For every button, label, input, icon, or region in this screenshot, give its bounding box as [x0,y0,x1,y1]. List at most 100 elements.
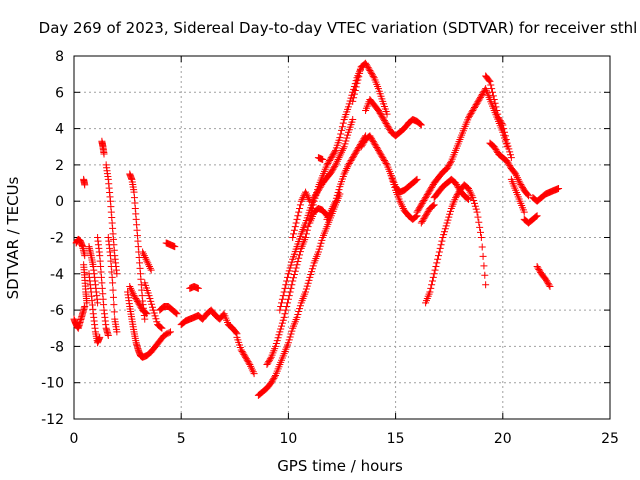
data-point [485,76,493,84]
data-point [237,346,245,354]
data-point [339,145,347,153]
data-point [420,196,428,204]
data-point [524,191,532,199]
data-point [452,192,460,200]
data-point [430,270,438,278]
data-point [238,347,246,355]
data-point [278,295,286,303]
data-point [542,275,550,283]
data-point [146,264,154,272]
data-point [328,152,336,160]
data-point [381,158,389,166]
data-point [139,250,147,258]
data-point [532,212,540,220]
data-point [379,114,387,122]
y-tick-label: -6 [50,303,64,319]
data-point [278,319,286,327]
data-point [535,265,543,273]
data-point [281,284,289,292]
data-point [286,333,294,341]
data-point [413,208,421,216]
data-point [506,162,514,170]
data-point [423,191,431,199]
data-point [302,288,310,296]
data-point [232,329,240,337]
data-point [494,110,502,118]
data-point [371,141,379,149]
data-point [397,199,405,207]
data-point [145,292,153,300]
data-point [475,218,483,226]
data-point [413,175,421,183]
data-point [194,284,202,292]
data-point [279,316,287,324]
data-point [81,302,89,310]
data-point [463,194,471,202]
data-point [296,251,304,259]
data-point [329,203,337,211]
data-point [419,216,427,224]
data-point [290,226,298,234]
data-point [172,309,180,317]
data-point [424,189,432,197]
data-point [376,109,384,117]
data-point [386,125,394,133]
data-point [501,128,509,136]
data-point [332,197,340,205]
data-point [369,138,377,146]
data-point [286,288,294,296]
data-point [338,148,346,156]
data-point [505,160,513,168]
data-point [479,252,487,260]
data-point [281,310,289,318]
data-point [477,228,485,236]
data-point [490,96,498,104]
data-point [533,212,541,220]
data-point [269,376,277,384]
data-point [383,121,391,129]
data-point [425,188,433,196]
data-point [339,119,347,127]
data-point [515,177,523,185]
data-point [492,146,500,154]
data-points [70,59,563,399]
data-point [351,149,359,157]
data-point [145,261,153,269]
data-point [324,159,332,167]
data-point [493,147,501,155]
data-point [533,263,541,271]
data-point [136,302,144,310]
data-point [417,219,425,227]
data-point [491,144,499,152]
data-point [282,306,290,314]
data-point [296,204,304,212]
data-point [288,327,296,335]
data-point [280,313,288,321]
data-point [302,285,310,293]
data-point [350,94,358,102]
data-point [296,201,304,209]
data-point [331,199,339,207]
data-point [327,206,335,214]
data-point [470,105,478,113]
data-point [363,62,371,70]
data-point [358,141,366,149]
data-point [152,315,160,323]
data-point [437,241,445,249]
data-point [412,212,420,220]
data-point [148,300,156,308]
y-tick-label: 8 [55,49,64,65]
data-point [332,194,340,202]
data-point [388,175,396,183]
data-point [500,125,508,133]
data-point [276,306,284,314]
data-point [444,163,452,171]
data-point [109,293,117,301]
data-point [171,308,179,316]
data-point [171,243,179,251]
data-point [380,117,388,125]
data-point [379,154,387,162]
data-point [453,182,461,190]
data-point [373,143,381,151]
y-tick-label: 0 [55,194,64,210]
